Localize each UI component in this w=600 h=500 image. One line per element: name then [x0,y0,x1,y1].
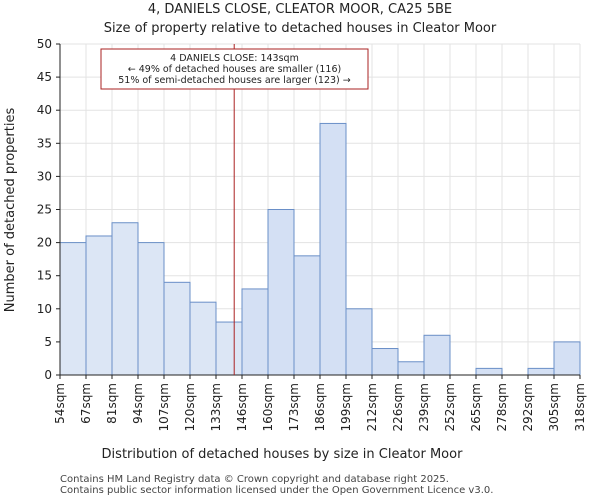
histogram-bar [371,348,399,376]
histogram-bar [475,367,503,376]
x-tick-label: 94sqm [131,383,145,424]
y-tick-label: 25 [37,203,52,217]
x-tick-label: 186sqm [313,383,327,431]
x-tick-label: 292sqm [521,383,535,431]
x-tick-label: 239sqm [417,383,431,431]
annotation-line-2: ← 49% of detached houses are smaller (11… [128,64,341,75]
histogram-bar [423,334,451,376]
y-tick-label: 30 [37,169,52,183]
x-tick-label: 318sqm [573,383,587,431]
x-tick-label: 199sqm [339,383,353,431]
x-tick-label: 305sqm [547,383,561,431]
x-tick-label: 226sqm [391,383,405,431]
x-tick-label: 278sqm [495,383,509,431]
chart-title: 4, DANIELS CLOSE, CLEATOR MOOR, CA25 5BE [147,2,453,17]
y-tick-label: 40 [37,103,52,117]
x-tick-label: 120sqm [183,383,197,431]
histogram-bar [553,341,581,376]
histogram-bar [345,308,373,376]
y-tick-label: 35 [37,136,52,150]
y-axis-label: Number of detached properties [3,108,18,313]
histogram-bar [163,281,191,376]
annotation-line-1: 4 DANIELS CLOSE: 143sqm [170,53,299,64]
x-tick-label: 67sqm [79,383,93,424]
y-tick-label: 0 [44,368,52,382]
histogram-bar [397,361,425,376]
y-tick-label: 20 [37,236,52,250]
x-tick-label: 265sqm [469,383,483,431]
histogram-bar [267,209,295,376]
y-tick-label: 50 [37,37,52,51]
x-tick-label: 107sqm [157,383,171,431]
x-tick-label: 81sqm [105,383,119,424]
histogram-bar [527,367,555,376]
x-tick-label: 54sqm [53,383,67,424]
x-tick-label: 252sqm [443,383,457,431]
histogram-bar [189,301,217,376]
x-tick-label: 160sqm [261,383,275,431]
annotation-box: 4 DANIELS CLOSE: 143sqm ← 49% of detache… [100,48,369,90]
footer-line-2: Contains public sector information licen… [60,485,494,496]
histogram-bar [85,235,113,376]
histogram-bar [111,222,139,376]
x-tick-label: 173sqm [287,383,301,431]
chart-subtitle: Size of property relative to detached ho… [103,21,497,36]
histogram-bar [293,255,321,376]
histogram-bar [137,242,165,376]
y-tick-label: 15 [37,269,52,283]
y-tick-label: 10 [37,302,52,316]
y-tick-label: 45 [37,70,52,84]
x-tick-label: 212sqm [365,383,379,431]
annotation-line-3: 51% of semi-detached houses are larger (… [118,75,351,86]
histogram-bar [319,122,347,376]
x-axis-label: Distribution of detached houses by size … [102,447,464,462]
histogram-bar [241,288,269,376]
footer-line-1: Contains HM Land Registry data © Crown c… [60,474,449,485]
x-tick-label: 133sqm [209,383,223,431]
y-tick-label: 5 [44,335,52,349]
histogram-bar [215,321,243,376]
histogram-bar [59,242,87,376]
x-tick-label: 146sqm [235,383,249,431]
